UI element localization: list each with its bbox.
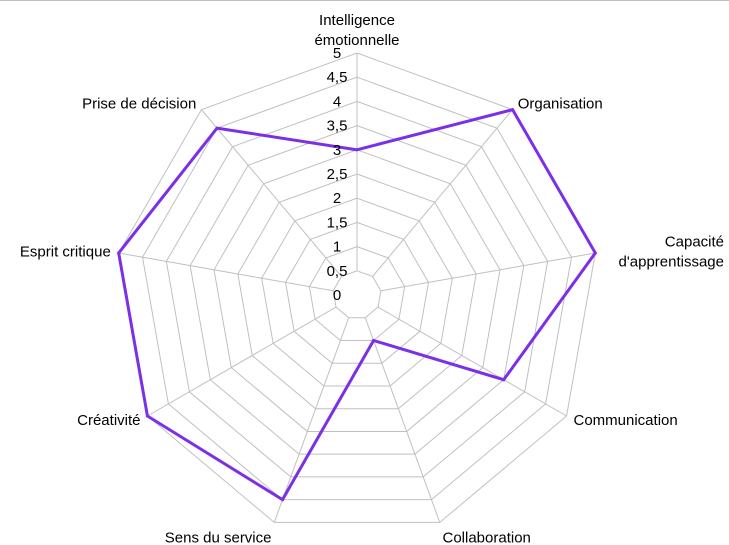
axis-label: Esprit critique [20, 244, 111, 261]
axis-spoke [364, 317, 441, 523]
axis-label-line: Créativité [77, 412, 140, 429]
grid-layer [118, 52, 596, 523]
axis-label-line: Esprit critique [20, 244, 111, 261]
tick-label: 3,5 [327, 118, 348, 135]
data-point [593, 251, 597, 255]
axis-label: Prise de décision [82, 96, 196, 113]
grid-ring [261, 197, 453, 387]
grid-ring [308, 246, 406, 341]
axis-label-line: émotionnelle [314, 32, 399, 49]
grid-ring [237, 173, 477, 410]
axis-label-line: Organisation [518, 96, 603, 113]
tick-label: 0 [333, 287, 341, 304]
axis-label-line: Sens du service [165, 529, 272, 545]
data-point [511, 108, 515, 112]
grid-ring [332, 270, 382, 319]
tick-label: 1,5 [327, 214, 348, 231]
axis-spoke [201, 109, 342, 277]
axis-label-line: d'apprentissage [619, 254, 724, 271]
axis-spoke [377, 306, 567, 417]
tick-label: 2,5 [327, 166, 348, 183]
axis-label: Organisation [518, 96, 603, 113]
axis-label-line: Intelligence [319, 12, 395, 29]
data-point [372, 338, 376, 342]
axis-label-line: Prise de décision [82, 96, 196, 113]
axis-label-line: Collaboration [443, 529, 531, 545]
grid-ring [213, 149, 501, 432]
tick-label: 4,5 [327, 69, 348, 86]
axis-labels-layer: Intelligence émotionnelle Organisation Capa… [20, 12, 724, 545]
axis-spoke [147, 306, 337, 417]
axis-label: Collaboration [443, 529, 531, 545]
tick-label: 5 [333, 45, 341, 62]
top-border [0, 0, 729, 1]
data-point [281, 498, 285, 502]
grid-ring [189, 125, 525, 455]
tick-label: 3 [333, 142, 341, 159]
tick-label: 1 [333, 239, 341, 256]
axis-spoke [372, 109, 513, 277]
axis-label: Capacité d'apprentissage [619, 234, 724, 271]
tick-label: 0,5 [327, 263, 348, 280]
data-point [145, 414, 149, 418]
data-point [502, 378, 506, 382]
axis-label: Sens du service [165, 529, 272, 545]
axis-label-line: Communication [574, 412, 678, 429]
axis-label: Communication [574, 412, 678, 429]
axis-spoke [273, 317, 350, 523]
tick-label: 4 [333, 93, 341, 110]
series-line [117, 107, 598, 502]
tick-labels-layer: 0 0,5 1 1,5 2 2,5 3 3,5 4 4,5 5 [327, 45, 348, 304]
tick-label: 2 [333, 190, 341, 207]
grid-ring [141, 76, 573, 501]
data-point [355, 148, 359, 152]
axis-spoke [118, 252, 334, 292]
data-point [117, 251, 121, 255]
axis-label: Intelligence émotionnelle [314, 12, 399, 49]
spokes-layer [118, 53, 596, 523]
series-layer [117, 107, 598, 502]
grid-ring [165, 100, 549, 478]
axis-label-line: Capacité [665, 234, 724, 251]
axis-label: Créativité [77, 412, 140, 429]
grid-ring [284, 221, 430, 364]
data-point [215, 126, 219, 130]
axis-spoke [380, 252, 596, 292]
